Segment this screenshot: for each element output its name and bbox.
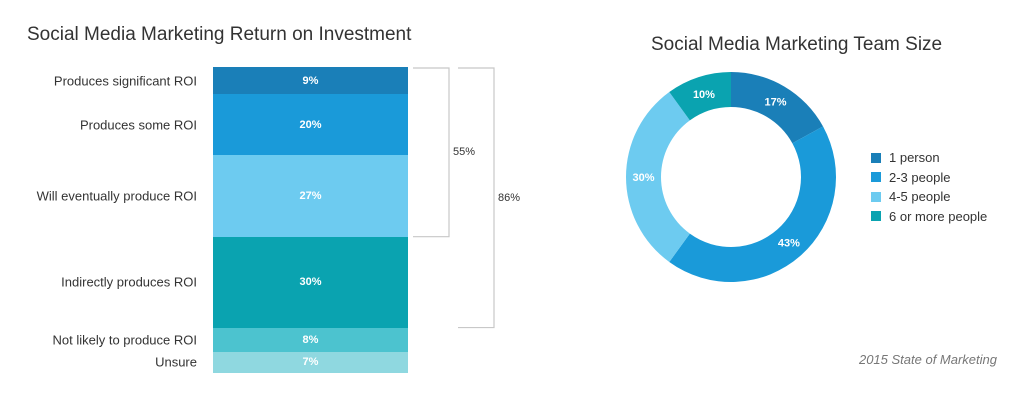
roi-bracket bbox=[413, 67, 450, 238]
legend-swatch bbox=[871, 191, 881, 202]
roi-bar-value-label: 27% bbox=[299, 189, 322, 202]
roi-bar-segment: 27% bbox=[213, 154, 408, 237]
legend-label: 2-3 people bbox=[889, 169, 951, 185]
roi-category-label: Produces significant ROI bbox=[53, 73, 197, 89]
legend-label: 1 person bbox=[889, 150, 940, 166]
roi-category-label: Not likely to produce ROI bbox=[52, 332, 197, 348]
donut-slice-label: 10% bbox=[693, 89, 715, 101]
legend-item: 6 or more people bbox=[871, 207, 987, 227]
legend-label: 6 or more people bbox=[889, 208, 988, 224]
roi-bar-value-label: 9% bbox=[302, 74, 319, 87]
legend-swatch bbox=[871, 211, 881, 222]
roi-bar-segment: 8% bbox=[213, 327, 408, 352]
roi-category-label: Produces some ROI bbox=[79, 117, 197, 133]
roi-chart-title: Social Media Marketing Return on Investm… bbox=[27, 24, 412, 45]
legend-swatch bbox=[871, 152, 881, 163]
roi-bracket-label: 55% bbox=[453, 146, 476, 159]
roi-bar-value-label: 8% bbox=[302, 333, 319, 346]
donut-slice-label: 43% bbox=[778, 238, 800, 250]
donut-slice bbox=[669, 72, 731, 121]
roi-bar-segment: 20% bbox=[213, 94, 408, 155]
roi-bar-segment: 9% bbox=[213, 67, 408, 95]
donut-slice bbox=[669, 126, 836, 283]
roi-bar-value-label: 20% bbox=[299, 118, 322, 131]
legend-item: 4-5 people bbox=[871, 187, 987, 207]
donut-slice bbox=[731, 72, 824, 144]
donut-slice bbox=[626, 92, 690, 262]
roi-bar-segment: 30% bbox=[213, 236, 408, 328]
donut-slice-label: 30% bbox=[632, 172, 654, 184]
roi-bar-value-label: 7% bbox=[302, 356, 319, 369]
donut-slice-label: 17% bbox=[765, 97, 787, 109]
team-size-chart-title: Social Media Marketing Team Size bbox=[651, 34, 943, 55]
roi-category-label: Unsure bbox=[155, 354, 197, 370]
roi-bracket bbox=[458, 67, 495, 329]
roi-category-label: Indirectly produces ROI bbox=[61, 274, 197, 290]
legend-item: 1 person bbox=[871, 148, 987, 168]
roi-bracket-label: 86% bbox=[498, 191, 521, 204]
team-size-legend: 1 person 2-3 people 4-5 people 6 or more pe… bbox=[871, 148, 987, 226]
roi-bar-segment: 7% bbox=[213, 351, 408, 373]
roi-category-label: Will eventually produce ROI bbox=[36, 188, 197, 204]
source-note: 2015 State of Marketing bbox=[858, 352, 997, 367]
legend-swatch bbox=[871, 172, 881, 183]
legend-item: 2-3 people bbox=[871, 168, 987, 188]
roi-bar-value-label: 30% bbox=[299, 276, 322, 289]
legend-label: 4-5 people bbox=[889, 189, 951, 205]
